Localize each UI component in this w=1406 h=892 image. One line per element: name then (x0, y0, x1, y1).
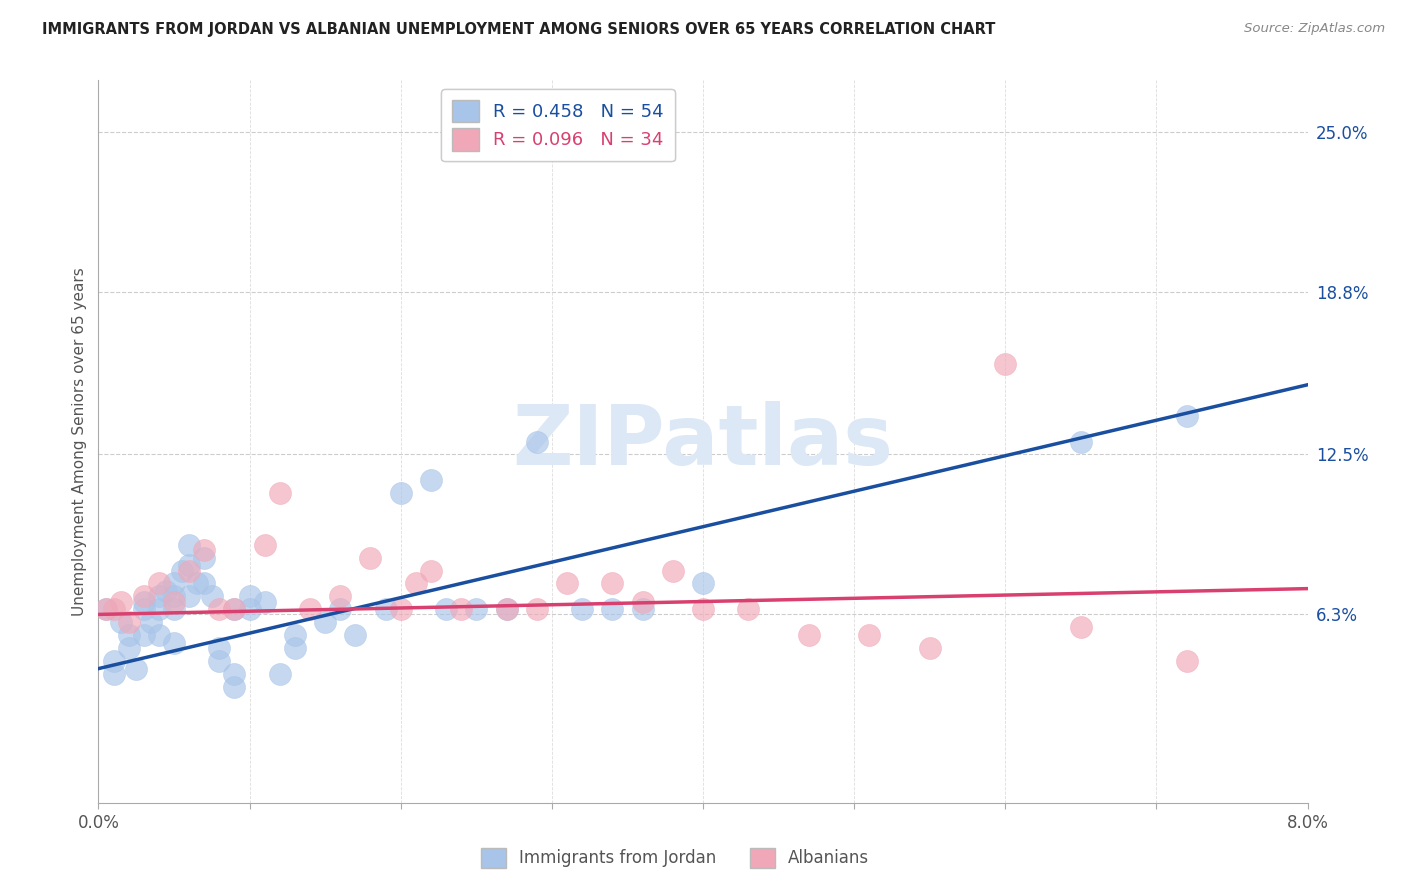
Point (103, 602, 125, 616)
Point (118, 628, 141, 642)
Point (314, 615, 336, 630)
Point (389, 602, 412, 616)
Point (555, 576, 578, 591)
Point (132, 594, 155, 608)
Point (374, 602, 396, 616)
Point (179, 558, 201, 573)
Point (495, 602, 517, 616)
Point (132, 602, 155, 616)
Point (94, 602, 117, 616)
Point (163, 602, 186, 616)
Point (118, 615, 141, 630)
Y-axis label: Unemployment Among Seniors over 65 years: Unemployment Among Seniors over 65 years (72, 268, 87, 615)
Point (193, 576, 215, 591)
Point (918, 640, 941, 655)
Point (179, 564, 201, 578)
Text: ZIPatlas: ZIPatlas (513, 401, 893, 482)
Point (1070, 434, 1092, 449)
Point (692, 602, 714, 616)
Point (208, 640, 231, 655)
Point (858, 628, 880, 642)
Point (110, 615, 132, 630)
Point (132, 590, 155, 604)
Point (148, 602, 170, 616)
Point (224, 602, 246, 616)
Point (193, 542, 215, 557)
Point (420, 473, 443, 487)
Point (163, 576, 186, 591)
Point (797, 628, 820, 642)
Point (994, 357, 1017, 371)
Point (224, 680, 246, 694)
Point (163, 590, 186, 604)
Point (284, 628, 307, 642)
Point (193, 550, 215, 565)
Point (148, 628, 170, 642)
Point (179, 538, 201, 552)
Point (389, 486, 412, 500)
Point (360, 550, 382, 565)
Point (661, 564, 683, 578)
Point (344, 628, 367, 642)
Point (526, 602, 548, 616)
Point (602, 576, 624, 591)
Point (155, 584, 177, 599)
Point (179, 590, 201, 604)
Point (141, 615, 163, 630)
Point (118, 640, 141, 655)
Point (495, 602, 517, 616)
Point (163, 594, 186, 608)
Point (125, 662, 148, 676)
Point (239, 590, 262, 604)
Point (420, 564, 443, 578)
Text: IMMIGRANTS FROM JORDAN VS ALBANIAN UNEMPLOYMENT AMONG SENIORS OVER 65 YEARS CORR: IMMIGRANTS FROM JORDAN VS ALBANIAN UNEMP… (42, 22, 995, 37)
Point (329, 590, 352, 604)
Point (1175, 654, 1198, 668)
Point (224, 666, 246, 681)
Point (148, 576, 170, 591)
Point (465, 602, 488, 616)
Point (208, 654, 231, 668)
Point (186, 576, 208, 591)
Point (253, 538, 276, 552)
Point (103, 666, 125, 681)
Point (208, 602, 231, 616)
Point (269, 486, 291, 500)
Point (148, 590, 170, 604)
Point (110, 594, 132, 608)
Point (224, 602, 246, 616)
Point (201, 590, 224, 604)
Legend: Immigrants from Jordan, Albanians: Immigrants from Jordan, Albanians (474, 841, 876, 875)
Point (405, 576, 427, 591)
Point (329, 602, 352, 616)
Point (170, 564, 193, 578)
Point (299, 602, 322, 616)
Point (434, 602, 457, 616)
Point (571, 602, 593, 616)
Point (450, 602, 472, 616)
Point (163, 636, 186, 650)
Point (239, 602, 262, 616)
Point (103, 654, 125, 668)
Point (94, 602, 117, 616)
Point (631, 594, 654, 608)
Point (631, 602, 654, 616)
Point (692, 576, 714, 591)
Point (602, 602, 624, 616)
Legend: R = 0.458   N = 54, R = 0.096   N = 34: R = 0.458 N = 54, R = 0.096 N = 34 (441, 89, 675, 161)
Point (132, 628, 155, 642)
Point (737, 602, 759, 616)
Point (284, 640, 307, 655)
Point (269, 666, 291, 681)
Text: Source: ZipAtlas.com: Source: ZipAtlas.com (1244, 22, 1385, 36)
Point (1175, 409, 1198, 423)
Point (526, 434, 548, 449)
Point (253, 594, 276, 608)
Point (1070, 620, 1092, 634)
